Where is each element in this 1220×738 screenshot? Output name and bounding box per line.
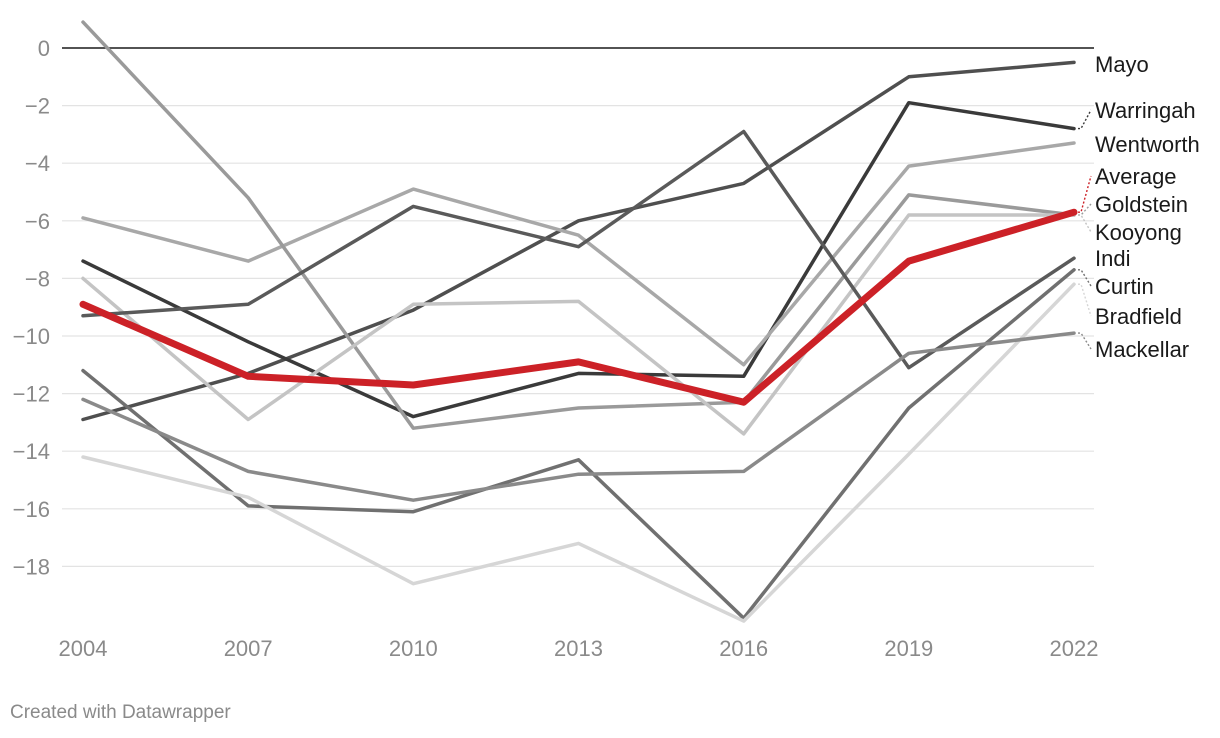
series-label-wentworth: Wentworth: [1095, 132, 1200, 157]
x-tick-label: 2016: [719, 636, 768, 661]
series-label-goldstein: Goldstein: [1095, 192, 1188, 217]
series-label-mayo: Mayo: [1095, 52, 1149, 77]
x-tick-label: 2007: [224, 636, 273, 661]
y-tick-label: −16: [13, 497, 50, 522]
x-tick-label: 2004: [59, 636, 108, 661]
label-connector: [1078, 109, 1092, 130]
series-line-curtin: [81, 268, 1076, 620]
x-tick-label: 2013: [554, 636, 603, 661]
y-tick-label: −6: [25, 209, 50, 234]
series-line-warringah: [81, 100, 1076, 419]
series-label-mackellar: Mackellar: [1095, 337, 1189, 362]
y-tick-label: −4: [25, 151, 50, 176]
label-connector: [1078, 175, 1092, 213]
y-tick-label: −10: [13, 324, 50, 349]
series-line-indi: [81, 129, 1076, 370]
series-line-kooyong: [81, 213, 1076, 436]
series-label-kooyong: Kooyong: [1095, 220, 1182, 245]
y-tick-label: −18: [13, 554, 50, 579]
series-label-average: Average: [1095, 164, 1177, 189]
series-line-average: [79, 208, 1078, 406]
y-tick-label: −12: [13, 382, 50, 407]
label-connector: [1078, 332, 1092, 350]
x-tick-label: 2010: [389, 636, 438, 661]
y-tick-label: 0: [38, 36, 50, 61]
y-tick-label: −2: [25, 94, 50, 119]
y-tick-label: −8: [25, 266, 50, 291]
label-connector: [1078, 214, 1092, 233]
series-label-bradfield: Bradfield: [1095, 304, 1182, 329]
series-line-goldstein: [81, 20, 1076, 430]
series-label-curtin: Curtin: [1095, 274, 1154, 299]
series-line-wentworth: [81, 141, 1076, 367]
axes: 0 −2 −4 −6 −8 −10 −12 −14 −16 −18 2004 2007 2010 2013…: [13, 36, 1099, 661]
x-tick-label: 2022: [1050, 636, 1099, 661]
series-labels: Mayo Warringah Wentworth Average Goldstein Ko…: [1078, 52, 1200, 362]
series-label-indi: Indi: [1095, 246, 1130, 271]
label-connector: [1078, 269, 1092, 287]
series-lines: [79, 20, 1078, 623]
x-tick-label: 2019: [884, 636, 933, 661]
y-tick-label: −14: [13, 439, 50, 464]
series-label-warringah: Warringah: [1095, 98, 1196, 123]
series-line-bradfield: [81, 282, 1076, 623]
label-connector: [1078, 283, 1092, 317]
series-line-mackellar: [81, 331, 1076, 502]
credit-text: Created with Datawrapper: [10, 702, 231, 723]
label-connector: [1078, 203, 1092, 216]
